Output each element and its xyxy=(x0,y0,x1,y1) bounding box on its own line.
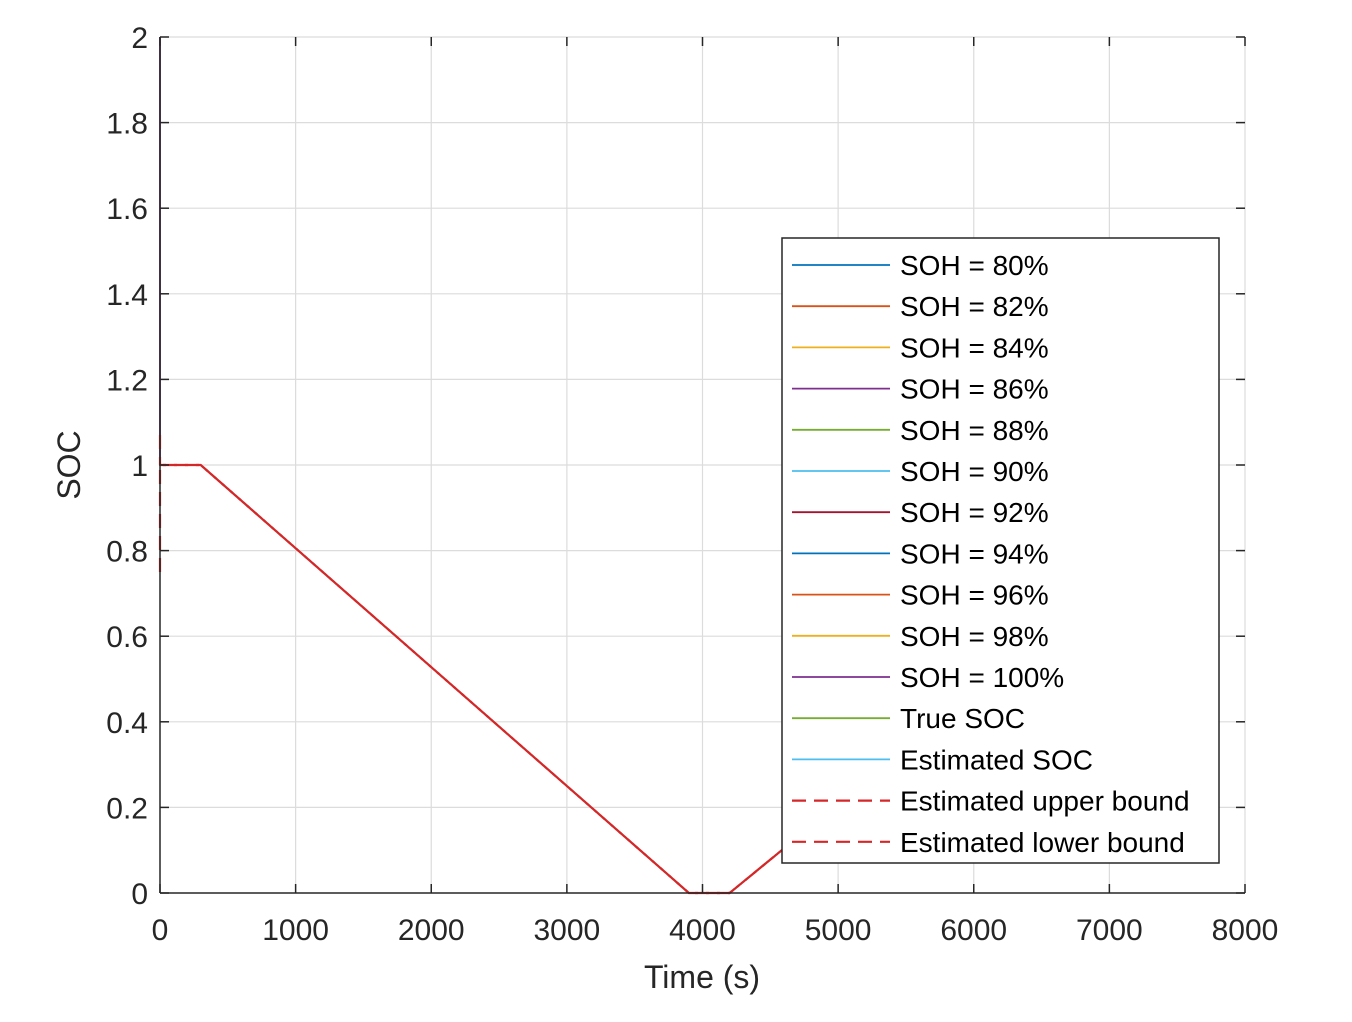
y-tick-label: 0.4 xyxy=(106,707,148,740)
legend-entry: SOH = 96% xyxy=(900,580,1049,611)
legend-entry: Estimated SOC xyxy=(900,744,1093,775)
legend-entry: SOH = 86% xyxy=(900,374,1049,405)
y-tick-label: 0.6 xyxy=(106,621,148,654)
legend-entry: SOH = 82% xyxy=(900,291,1049,322)
legend-entry: True SOC xyxy=(900,703,1025,734)
x-tick-label: 0 xyxy=(152,914,169,947)
x-tick-label: 3000 xyxy=(534,914,601,947)
legend-entry: SOH = 90% xyxy=(900,456,1049,487)
x-tick-label: 6000 xyxy=(940,914,1007,947)
legend-entry: SOH = 80% xyxy=(900,250,1049,281)
x-tick-label: 5000 xyxy=(805,914,872,947)
legend-entry: Estimated upper bound xyxy=(900,786,1190,817)
legend-entry: SOH = 98% xyxy=(900,621,1049,652)
x-tick-label: 2000 xyxy=(398,914,465,947)
x-tick-label: 8000 xyxy=(1212,914,1279,947)
x-axis-title: Time (s) xyxy=(644,959,760,995)
legend-entry: SOH = 92% xyxy=(900,497,1049,528)
legend-entry: SOH = 84% xyxy=(900,332,1049,363)
x-tick-label: 4000 xyxy=(669,914,736,947)
axes xyxy=(159,36,1246,894)
y-tick-label: 0.8 xyxy=(106,536,148,569)
legend-entry: Estimated lower bound xyxy=(900,827,1185,858)
y-axis-title: SOC xyxy=(51,430,87,499)
y-tick-label: 0.2 xyxy=(106,792,148,825)
y-tick-label: 1 xyxy=(131,450,148,483)
legend: SOH = 80% SOH = 82% SOH = 84% SOH = 86% SOH … xyxy=(781,237,1220,864)
legend-entry: SOH = 100% xyxy=(900,662,1064,693)
y-tick-labels: 0 0.2 0.4 0.6 0.8 1 1.2 1.4 1.6 1.8 2 xyxy=(106,22,148,911)
y-tick-label: 1.8 xyxy=(106,108,148,141)
y-tick-label: 0 xyxy=(131,878,148,911)
x-tick-label: 1000 xyxy=(262,914,329,947)
legend-entry: SOH = 94% xyxy=(900,538,1049,569)
y-tick-label: 1.4 xyxy=(106,279,148,312)
x-tick-labels: 0 1000 2000 3000 4000 5000 6000 7000 8000 xyxy=(152,914,1279,947)
y-tick-label: 2 xyxy=(131,22,148,55)
x-tick-label: 7000 xyxy=(1076,914,1143,947)
y-tick-label: 1.6 xyxy=(106,193,148,226)
y-tick-label: 1.2 xyxy=(106,364,148,397)
legend-entry: SOH = 88% xyxy=(900,415,1049,446)
